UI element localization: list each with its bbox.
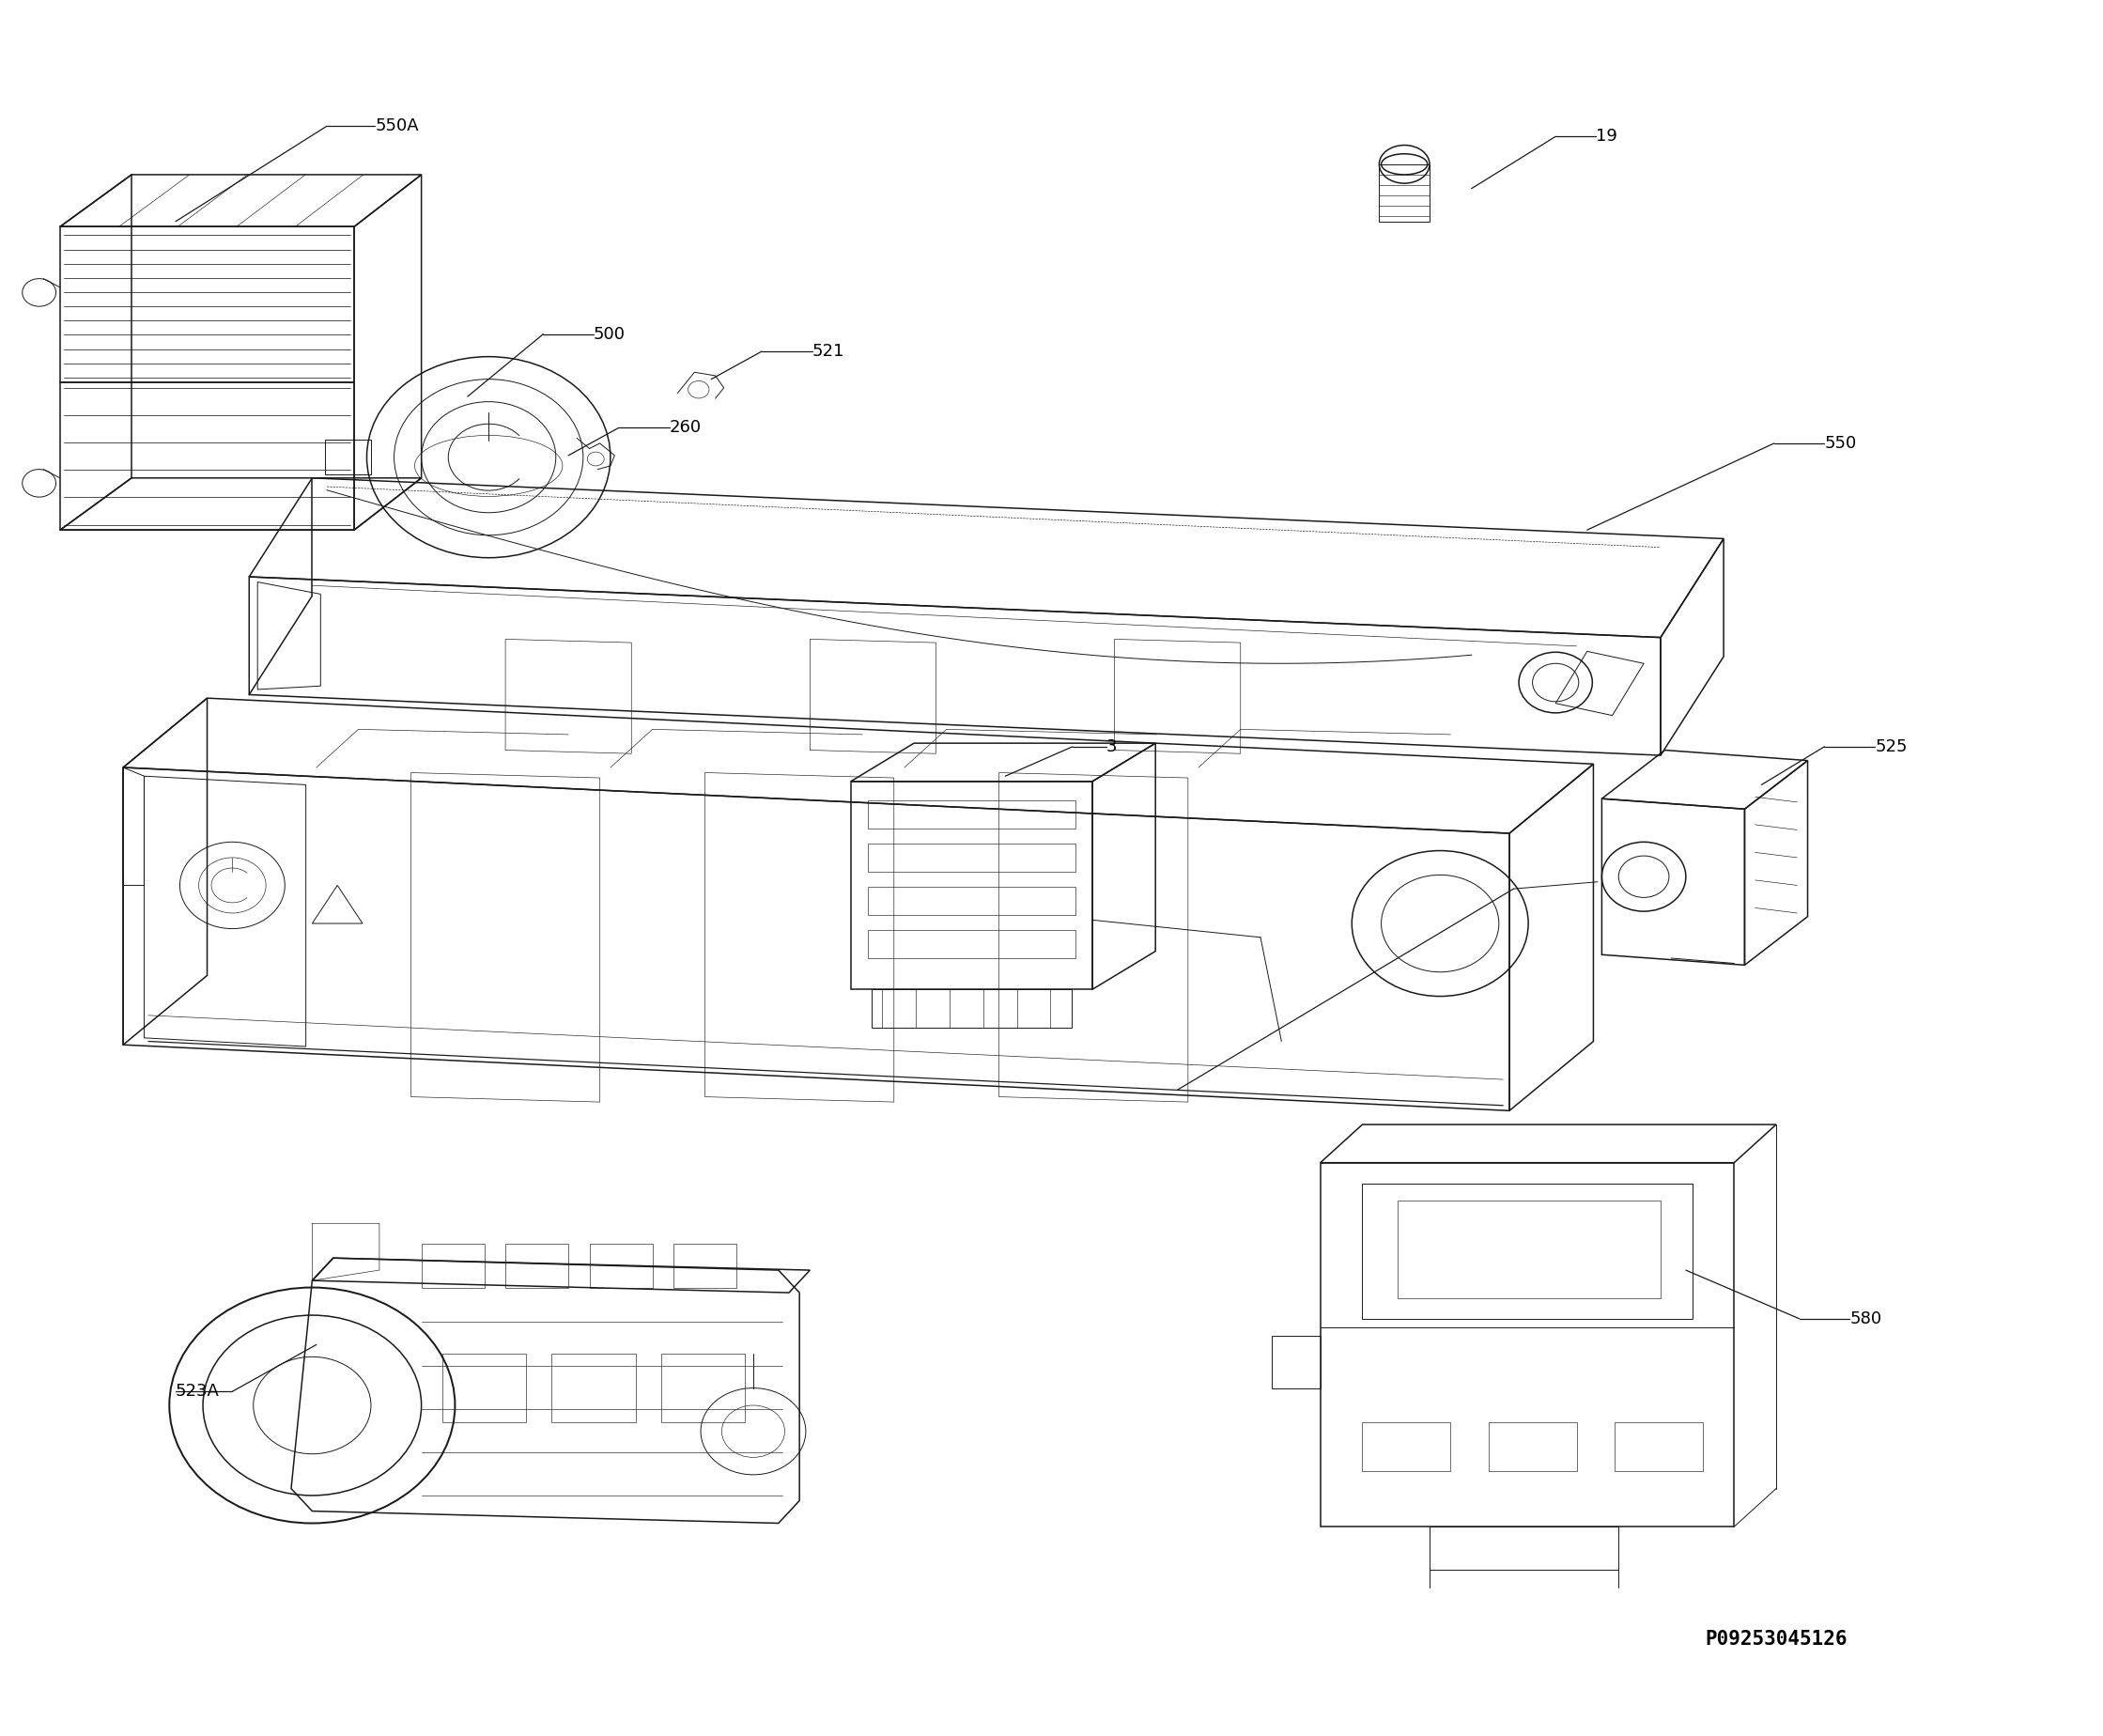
Text: 500: 500 [593, 326, 625, 342]
Text: 525: 525 [1876, 738, 1907, 755]
Bar [421, 1245, 484, 1288]
Bar [869, 844, 1075, 871]
Bar [505, 1245, 568, 1288]
Bar [660, 1354, 744, 1424]
Text: 521: 521 [812, 344, 843, 359]
Text: 3: 3 [1106, 738, 1117, 755]
Bar [442, 1354, 526, 1424]
Bar [869, 930, 1075, 958]
Text: 580: 580 [1851, 1311, 1882, 1326]
Text: 550A: 550A [374, 118, 418, 135]
Bar [551, 1354, 635, 1424]
Text: 523A: 523A [177, 1384, 219, 1399]
Bar [869, 887, 1075, 915]
Bar [673, 1245, 736, 1288]
Text: 550: 550 [1825, 434, 1857, 451]
Text: 260: 260 [669, 420, 700, 436]
Bar [1615, 1424, 1703, 1470]
Bar [324, 439, 370, 474]
Text: 19: 19 [1596, 128, 1617, 146]
Bar [1489, 1424, 1577, 1470]
Bar [589, 1245, 652, 1288]
Bar [1363, 1424, 1451, 1470]
Text: P09253045126: P09253045126 [1706, 1630, 1846, 1649]
Bar [869, 800, 1075, 828]
Bar [873, 990, 1070, 1028]
